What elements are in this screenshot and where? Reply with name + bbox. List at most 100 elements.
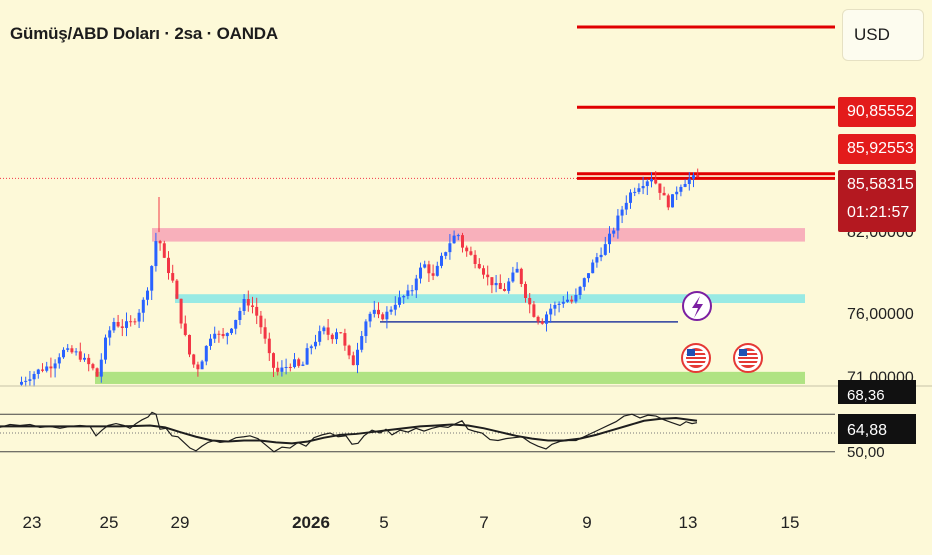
candle-body — [162, 243, 166, 258]
candle — [419, 262, 422, 284]
candle-body — [666, 195, 670, 208]
candle-body — [242, 299, 246, 312]
candle-body — [41, 369, 44, 371]
candle-body — [498, 282, 502, 289]
candle — [574, 288, 578, 304]
candle-body — [272, 353, 275, 368]
candle-body — [305, 348, 309, 365]
candle-body — [20, 381, 23, 385]
candle — [263, 318, 267, 344]
candle — [427, 260, 431, 282]
candle — [398, 290, 401, 308]
candle — [482, 265, 485, 279]
currency-button[interactable]: USD — [842, 9, 924, 61]
candle — [74, 348, 78, 356]
candle-body — [141, 299, 145, 313]
candle-body — [24, 380, 28, 382]
candle-body — [494, 282, 498, 286]
candle-body — [175, 280, 179, 299]
candle-body — [280, 367, 284, 372]
candle — [473, 250, 477, 269]
badge-last-price: 85,58315 01:21:57 — [838, 170, 916, 232]
candle-body — [587, 273, 590, 279]
candle-body — [200, 361, 204, 370]
badge-last-price-text-0: 85,58315 — [847, 176, 914, 193]
candle-body — [536, 316, 540, 322]
candle-body — [351, 355, 355, 366]
candle — [629, 189, 632, 209]
candle-body — [503, 288, 506, 291]
candle — [309, 344, 313, 355]
support-zone — [95, 371, 805, 384]
candle — [524, 281, 527, 303]
badge-last-price-bg — [838, 170, 916, 232]
candle-body — [515, 268, 519, 273]
candle — [356, 342, 359, 374]
icons-layer — [681, 291, 763, 373]
candle — [616, 209, 620, 239]
time-tick: 9 — [582, 513, 591, 532]
candle-body — [66, 348, 70, 350]
candle — [171, 264, 175, 283]
candle — [696, 168, 700, 178]
candle — [364, 319, 368, 343]
candle-body — [389, 309, 393, 312]
candle-body — [284, 366, 288, 368]
candle-body — [225, 333, 229, 337]
candle — [83, 353, 86, 362]
candle-body — [641, 186, 645, 189]
candle-body — [171, 273, 175, 281]
candle — [461, 232, 464, 253]
candle-body — [440, 255, 443, 266]
rsi-tick-68: 68,36 — [847, 387, 885, 404]
candle-body — [561, 301, 565, 304]
candle-body — [259, 315, 263, 328]
time-axis[interactable]: 23 25 29 2026 5 7 9 13 15 — [23, 513, 800, 532]
candle — [591, 259, 595, 274]
candle-body — [32, 373, 36, 380]
candle — [389, 306, 393, 315]
candle — [49, 357, 53, 378]
candle — [662, 186, 666, 196]
candle-body — [318, 331, 322, 342]
candle — [225, 332, 229, 345]
price-axis[interactable]: 76,0000071,0000082,0000090,8555285,92553… — [838, 97, 916, 461]
flag-canton — [739, 349, 747, 356]
candle — [335, 328, 338, 344]
candle — [53, 359, 57, 378]
candle — [599, 247, 603, 262]
symbol-title[interactable]: Gümüş/ABD Doları · 2sa · OANDA — [10, 24, 278, 43]
candle — [57, 353, 61, 369]
candle-body — [36, 369, 40, 374]
candle-body — [465, 247, 469, 252]
candle — [238, 307, 242, 326]
candle — [633, 187, 637, 197]
candle-body — [293, 359, 296, 368]
candle-body — [566, 299, 569, 302]
candle — [41, 363, 44, 373]
candle-body — [108, 330, 112, 338]
candle-body — [360, 336, 364, 350]
candle-body — [183, 323, 187, 335]
candle-body — [608, 233, 611, 245]
candle — [511, 266, 515, 283]
candle — [683, 179, 687, 188]
candle-body — [629, 192, 632, 203]
candle — [255, 297, 259, 325]
candle — [183, 315, 187, 337]
candle-body — [377, 309, 380, 315]
candle — [305, 343, 309, 365]
time-tick: 5 — [379, 513, 388, 532]
flag-stripe — [738, 363, 758, 365]
candle-body — [314, 341, 317, 347]
candle-body — [456, 235, 460, 237]
candle-body — [133, 321, 137, 323]
candle — [515, 262, 519, 273]
candle — [276, 361, 280, 376]
candle — [200, 359, 204, 370]
candle-body — [129, 321, 133, 323]
candle — [192, 353, 196, 368]
candle — [133, 318, 137, 325]
